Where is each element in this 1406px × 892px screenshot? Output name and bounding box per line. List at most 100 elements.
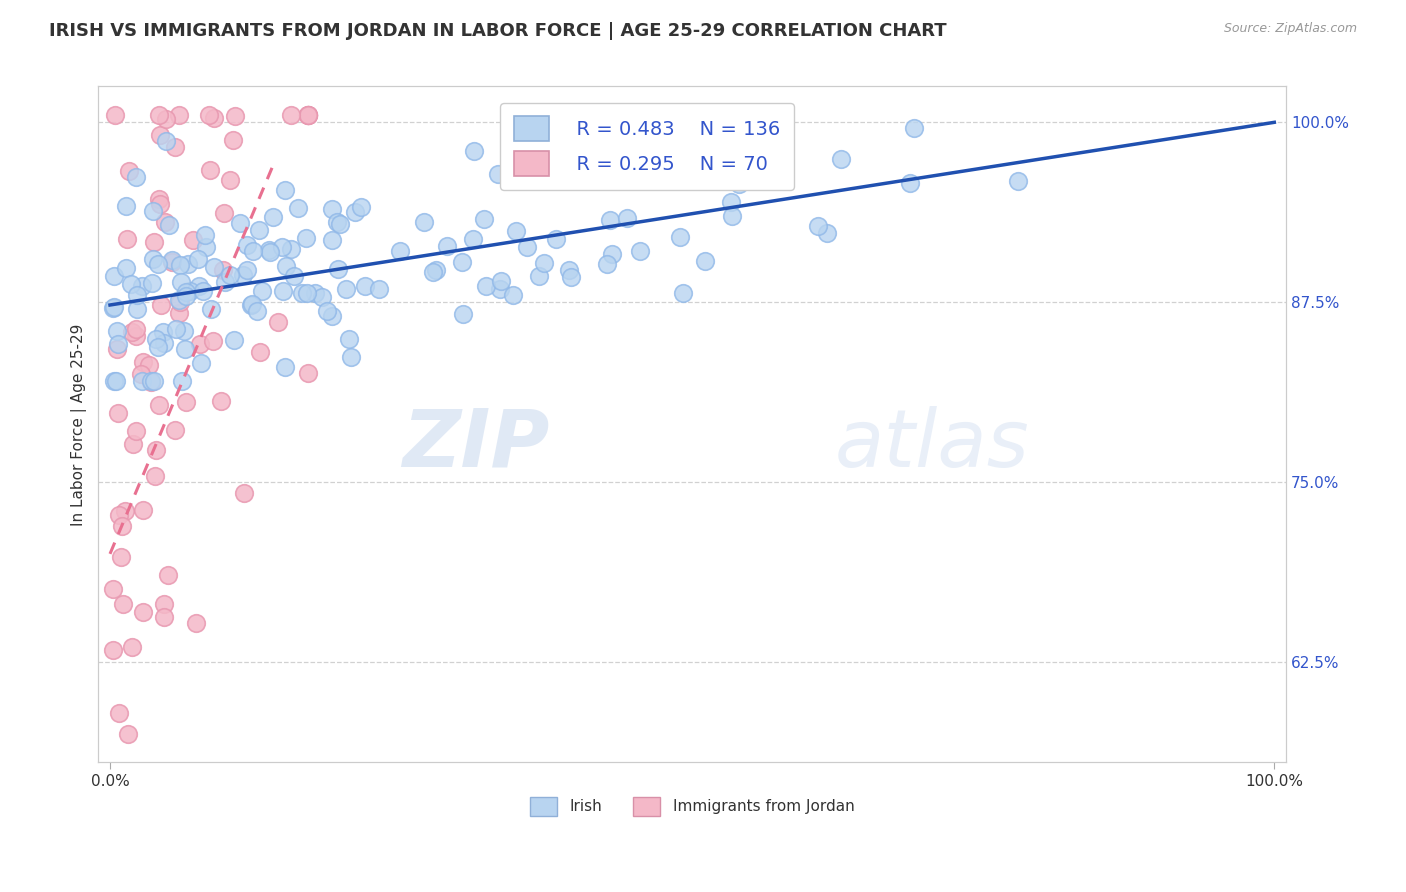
Point [142, 204, 165, 219]
Point [748, 137, 770, 152]
Point [368, 282, 391, 296]
Point [110, 550, 132, 565]
Point [122, 437, 145, 451]
Point [139, 376, 162, 390]
Point [167, 108, 190, 122]
Point [765, 110, 787, 124]
Point [125, 169, 148, 184]
Point [297, 108, 319, 122]
Point [177, 257, 200, 271]
Point [249, 344, 271, 359]
Point [321, 233, 343, 247]
Point [165, 139, 187, 153]
Point [350, 200, 373, 214]
Point [560, 269, 582, 284]
Point [270, 240, 292, 254]
Point [339, 350, 361, 364]
Point [321, 309, 343, 323]
Point [146, 340, 169, 354]
Point [142, 252, 165, 266]
Point [898, 176, 921, 190]
Point [274, 183, 297, 197]
Point [461, 232, 484, 246]
Point [720, 194, 742, 209]
Point [148, 193, 170, 207]
Point [672, 134, 695, 148]
Point [616, 211, 638, 226]
Point [105, 324, 128, 338]
Point [111, 597, 134, 611]
Point [114, 504, 136, 518]
Point [271, 284, 294, 298]
Point [720, 209, 742, 223]
Point [389, 244, 412, 259]
Point [262, 210, 284, 224]
Point [149, 197, 172, 211]
Point [107, 337, 129, 351]
Point [326, 215, 349, 229]
Point [280, 242, 302, 256]
Point [176, 289, 198, 303]
Point [558, 263, 581, 277]
Point [335, 282, 357, 296]
Point [287, 202, 309, 216]
Point [236, 238, 259, 252]
Point [693, 164, 716, 178]
Point [170, 374, 193, 388]
Point [344, 205, 367, 219]
Point [328, 261, 350, 276]
Point [450, 254, 472, 268]
Point [505, 224, 527, 238]
Point [173, 324, 195, 338]
Point [145, 332, 167, 346]
Point [104, 374, 127, 388]
Point [628, 244, 651, 259]
Point [354, 278, 377, 293]
Point [233, 486, 256, 500]
Point [187, 252, 209, 267]
Y-axis label: In Labor Force | Age 25-29: In Labor Force | Age 25-29 [72, 323, 87, 525]
Point [436, 239, 458, 253]
Point [115, 199, 138, 213]
Point [502, 287, 524, 301]
Point [463, 145, 485, 159]
Point [257, 243, 280, 257]
Point [143, 235, 166, 250]
Point [633, 169, 655, 183]
Point [160, 253, 183, 268]
Point [815, 226, 838, 240]
Point [120, 277, 142, 291]
Point [246, 304, 269, 318]
Point [510, 168, 533, 182]
Point [103, 268, 125, 283]
Point [117, 232, 139, 246]
Point [162, 254, 184, 268]
Point [297, 108, 319, 122]
Text: IRISH VS IMMIGRANTS FROM JORDAN IN LABOR FORCE | AGE 25-29 CORRELATION CHART: IRISH VS IMMIGRANTS FROM JORDAN IN LABOR… [49, 22, 946, 40]
Point [152, 325, 174, 339]
Point [486, 167, 509, 181]
Point [114, 260, 136, 275]
Point [218, 268, 240, 282]
Point [489, 274, 512, 288]
Point [546, 232, 568, 246]
Point [174, 395, 197, 409]
Point [903, 120, 925, 135]
Point [297, 108, 319, 122]
Point [143, 374, 166, 388]
Point [235, 263, 257, 277]
Point [533, 256, 555, 270]
Point [472, 211, 495, 226]
Point [451, 307, 474, 321]
Point [266, 315, 288, 329]
Point [596, 257, 619, 271]
Point [425, 262, 447, 277]
Point [240, 298, 263, 312]
Point [101, 643, 124, 657]
Point [830, 152, 852, 166]
Point [311, 290, 333, 304]
Point [232, 268, 254, 282]
Point [138, 359, 160, 373]
Point [242, 244, 264, 258]
Text: atlas: atlas [835, 406, 1029, 483]
